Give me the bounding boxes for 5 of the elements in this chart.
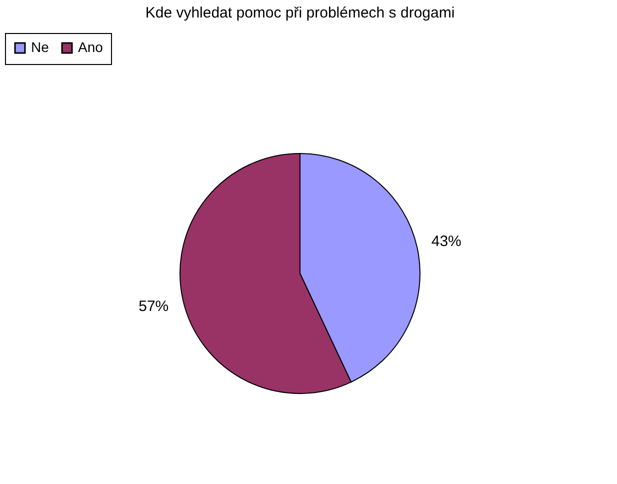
data-label: 43% (431, 232, 462, 250)
legend-label: Ano (78, 39, 104, 55)
chart-title: Kde vyhledat pomoc při problémech s drogami (145, 4, 455, 22)
data-label: 57% (138, 298, 169, 316)
legend-label: Ne (31, 39, 50, 55)
